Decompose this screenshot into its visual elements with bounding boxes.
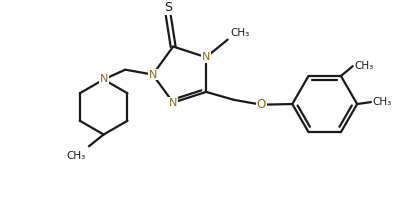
Text: CH₃: CH₃ [231, 28, 250, 38]
Text: CH₃: CH₃ [67, 151, 86, 161]
Text: O: O [256, 98, 266, 111]
Text: N: N [169, 98, 177, 108]
Text: N: N [149, 70, 157, 80]
Text: S: S [164, 1, 172, 14]
Text: CH₃: CH₃ [373, 97, 392, 107]
Text: N: N [100, 75, 108, 84]
Text: N: N [202, 52, 210, 62]
Text: CH₃: CH₃ [355, 61, 374, 71]
